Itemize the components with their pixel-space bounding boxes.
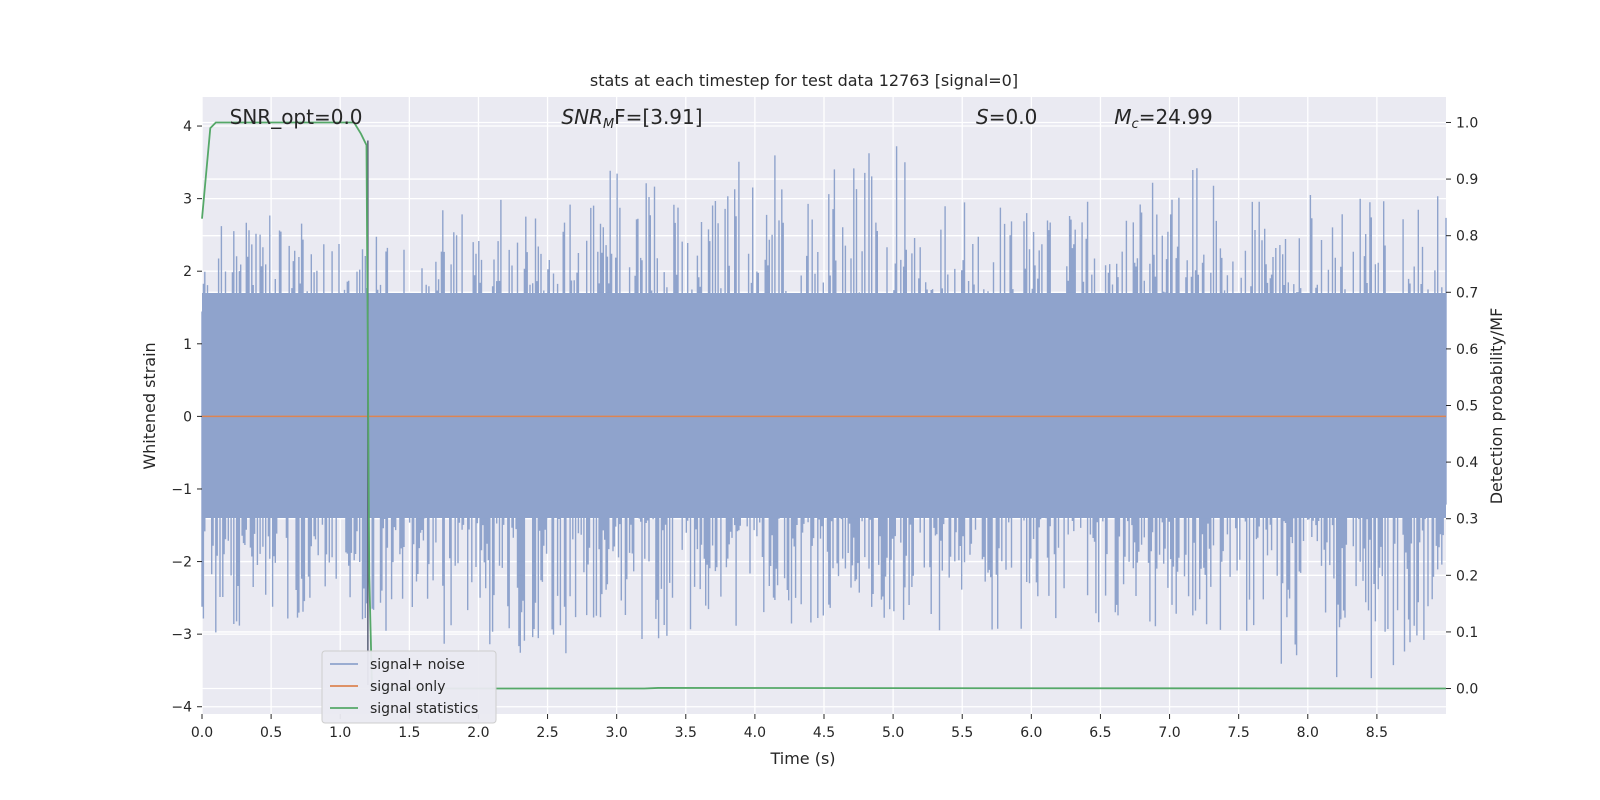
annotation-italic: SNR (561, 105, 603, 129)
annotation-text: SNR_opt=0.0 (230, 105, 363, 129)
annotation-text: Mc=24.99 (1114, 105, 1212, 132)
series-signal-statistics (201, 121, 1447, 690)
legend-label: signal only (370, 679, 445, 695)
y2-tick-label: 0.8 (1456, 229, 1478, 245)
y2-tick-label: 0.7 (1456, 285, 1478, 301)
y-tick-label: 4 (183, 119, 192, 135)
x-tick-label: 2.0 (467, 725, 489, 741)
x-tick-label: 7.5 (1228, 725, 1250, 741)
y2-tick-label: 1.0 (1456, 115, 1478, 131)
x-tick-label: 1.0 (329, 725, 351, 741)
chart-title: stats at each timestep for test data 127… (590, 71, 1018, 90)
y2-tick-label: 0.4 (1456, 455, 1478, 471)
y-tick-label: −1 (171, 482, 192, 498)
y2-tick-label: 0.3 (1456, 512, 1478, 528)
x-tick-label: 6.0 (1020, 725, 1042, 741)
y-tick-label: −3 (171, 627, 192, 643)
annotation-sub: M (603, 117, 614, 132)
x-tick-label: 6.5 (1089, 725, 1111, 741)
legend-label: signal+ noise (370, 657, 465, 673)
y2-tick-label: 0.6 (1456, 342, 1478, 358)
legend: signal+ noise signal only signal statistic… (321, 650, 497, 724)
x-tick-label: 3.0 (606, 725, 628, 741)
x-axis-label: Time (s) (769, 749, 835, 768)
annotation-sub: c (1132, 117, 1139, 132)
y2-tick-label: 0.5 (1456, 399, 1478, 415)
annotation-post: =24.99 (1139, 105, 1213, 129)
x-tick-label: 7.0 (1158, 725, 1180, 741)
y-axis-label: Whitened strain (140, 342, 159, 469)
x-tick-label: 5.0 (882, 725, 904, 741)
y2-tick-label: 0.0 (1456, 682, 1478, 698)
y2-tick-label: 0.2 (1456, 568, 1478, 584)
legend-label: signal statistics (370, 701, 478, 717)
x-tick-label: 2.5 (536, 725, 558, 741)
x-tick-label: 5.5 (951, 725, 973, 741)
plot-area: 0.0 0.5 1.0 1.5 2.0 2.5 3.0 3.5 4.0 4.5 5.0 5.5 6.0 6… (171, 97, 1478, 741)
x-tick-label: 4.0 (744, 725, 766, 741)
x-tick-label: 8.0 (1297, 725, 1319, 741)
x-tick-label: 0.5 (260, 725, 282, 741)
x-tick-label: 8.5 (1366, 725, 1388, 741)
annotation-italic: S (976, 105, 989, 129)
y-tick-label: 1 (183, 337, 192, 353)
x-tick-label: 3.5 (675, 725, 697, 741)
annotation-post: F=[3.91] (614, 105, 702, 129)
y2-tick-label: 0.9 (1456, 172, 1478, 188)
annotation-post: =0.0 (989, 105, 1038, 129)
y-tick-label: 2 (183, 264, 192, 280)
annotation-text: S=0.0 (976, 105, 1037, 129)
y2-axis-label: Detection probability/MF (1487, 308, 1506, 505)
y2-tick-label: 0.1 (1456, 625, 1478, 641)
x-tick-label: 0.0 (191, 725, 213, 741)
annotation-italic: M (1114, 105, 1131, 129)
legend-box (321, 650, 497, 724)
y-tick-label: −4 (171, 700, 192, 716)
y-tick-label: 3 (183, 192, 192, 208)
y-tick-label: 0 (183, 409, 192, 425)
annotation-pre: SNR_opt=0.0 (230, 105, 363, 129)
y-tick-label: −2 (171, 555, 192, 571)
annotation-text: SNRMF=[3.91] (561, 105, 702, 132)
series-signal-noise-band (202, 292, 1446, 519)
x-tick-label: 4.5 (813, 725, 835, 741)
x-tick-label: 1.5 (398, 725, 420, 741)
